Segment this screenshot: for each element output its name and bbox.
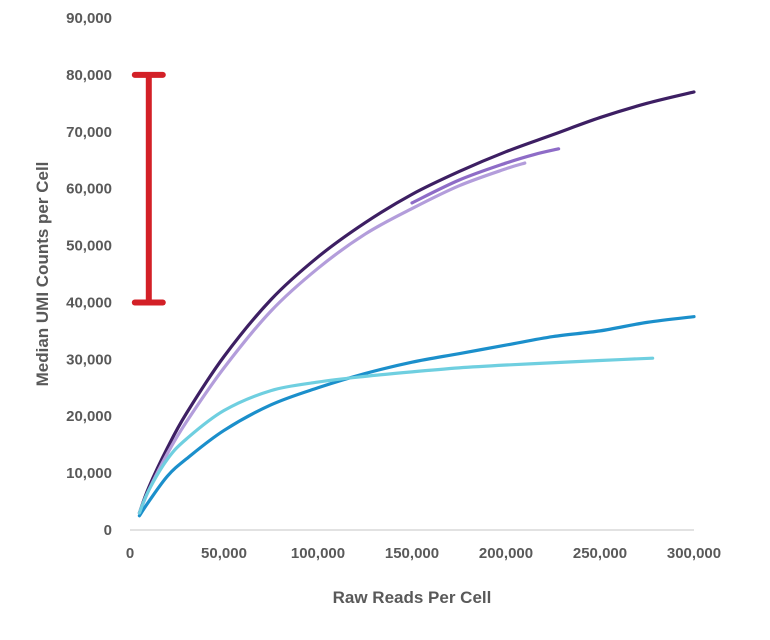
y-tick-label: 90,000: [66, 10, 112, 27]
series-layer: [137, 90, 696, 518]
y-tick-label: 30,000: [66, 351, 112, 368]
x-tick-label: 300,000: [667, 545, 721, 562]
range-bar: [131, 71, 166, 306]
y-tick-label: 70,000: [66, 124, 112, 141]
series-line-3: [410, 147, 561, 205]
y-tick-label: 20,000: [66, 408, 112, 425]
annotation-layer: [131, 71, 166, 306]
x-tick-label: 200,000: [479, 545, 533, 562]
y-tick-label: 40,000: [66, 294, 112, 311]
y-axis: 0 10,000 20,000 30,000 40,000 50,000 60,000 70,…: [66, 10, 112, 539]
y-tick-label: 50,000: [66, 238, 112, 255]
x-tick-label: 250,000: [573, 545, 627, 562]
y-tick-label: 0: [104, 522, 112, 539]
y-tick-label: 10,000: [66, 465, 112, 482]
y-tick-label: 80,000: [66, 67, 112, 84]
y-tick-label: 60,000: [66, 181, 112, 198]
y-axis-title: Median UMI Counts per Cell: [33, 162, 52, 387]
x-axis-title: Raw Reads Per Cell: [333, 588, 492, 607]
series-line-2: [137, 161, 527, 515]
series-line-5: [137, 356, 655, 515]
x-tick-label: 50,000: [201, 545, 247, 562]
x-tick-label: 100,000: [291, 545, 345, 562]
series-line-1: [137, 90, 696, 515]
x-tick-label: 0: [126, 545, 134, 562]
x-axis: 0 50,000 100,000 150,000 200,000 250,000 300,0…: [126, 545, 721, 562]
series-line-4: [137, 315, 696, 518]
x-tick-label: 150,000: [385, 545, 439, 562]
